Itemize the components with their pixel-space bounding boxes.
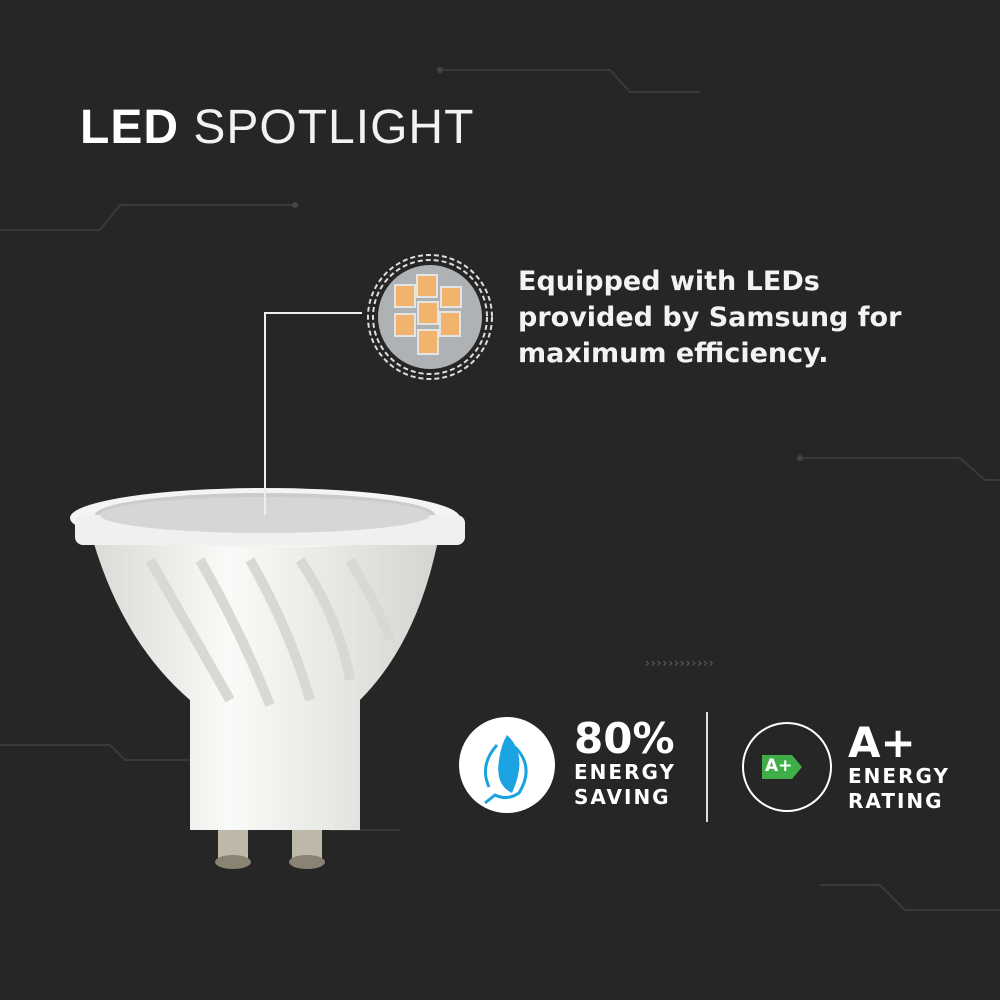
title-bold: LED [80, 101, 179, 154]
title-light: SPOTLIGHT [193, 101, 475, 154]
energy-rating-stat: A+ ENERGY RATING [848, 722, 950, 814]
energy-rating-label-2: RATING [848, 789, 944, 813]
stat-divider [706, 712, 708, 822]
energy-saving-value: 80% [574, 714, 675, 763]
chevron-decoration: ›››››››››››› [645, 656, 715, 670]
energy-label-icon: A+ [742, 722, 832, 812]
page-title: LED SPOTLIGHT [80, 100, 474, 155]
energy-rating-label-1: ENERGY [848, 764, 950, 788]
energy-class-badge: A+ [765, 756, 793, 776]
energy-rating-value: A+ [848, 718, 916, 767]
energy-saving-stat: 80% ENERGY SAVING [574, 718, 676, 810]
energy-saving-label-2: SAVING [574, 785, 671, 809]
leaf-plug-icon [459, 717, 555, 813]
feature-description: Equipped with LEDs provided by Samsung f… [518, 266, 902, 369]
led-spotlight-bulb-image [70, 488, 465, 869]
energy-saving-label-1: ENERGY [574, 760, 676, 784]
samsung-led-chip-closeup [367, 254, 493, 380]
